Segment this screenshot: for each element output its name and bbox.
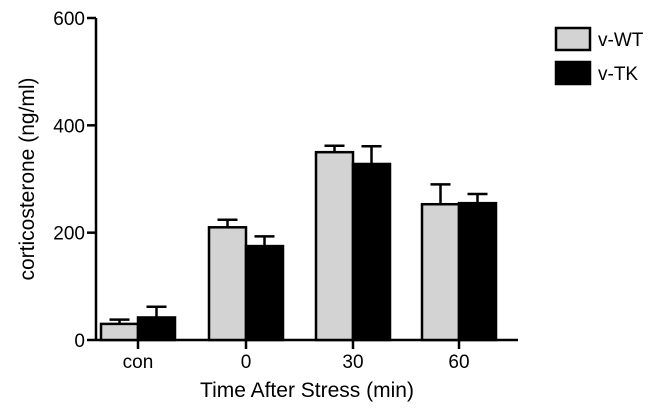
y-ticks: 0 200 400 600 [53,9,96,352]
bar-v-tk-con [136,316,177,342]
legend-swatch [554,26,592,52]
y-tick-label: 400 [53,116,85,137]
x-tick-label: con [123,352,154,373]
bar-v-wt-30 [314,150,355,342]
bar-v-tk-30 [351,162,392,342]
y-tick-label: 200 [53,224,85,245]
x-axis-title: Time After Stress (min) [200,379,414,402]
x-tick-label: 60 [448,352,469,373]
y-axis-title: corticosterone (ng/ml) [16,77,39,280]
bar-v-wt-con [99,322,140,342]
bar-v-wt-60 [420,202,461,342]
x-tick-label: 30 [342,352,363,373]
legend: v-WT v-TK [554,26,644,86]
legend-swatch [554,60,592,86]
x-tick-label: 0 [241,352,252,373]
y-tick-label: 600 [53,9,85,30]
x-ticks: con 0 30 60 [123,340,470,373]
bar-v-tk-60 [457,201,498,342]
bar-v-tk-0 [244,244,285,342]
legend-label: v-WT [598,30,644,51]
bar-v-wt-0 [207,226,248,342]
legend-label: v-TK [598,64,638,85]
bars [99,144,498,342]
y-tick-label: 0 [74,331,85,352]
